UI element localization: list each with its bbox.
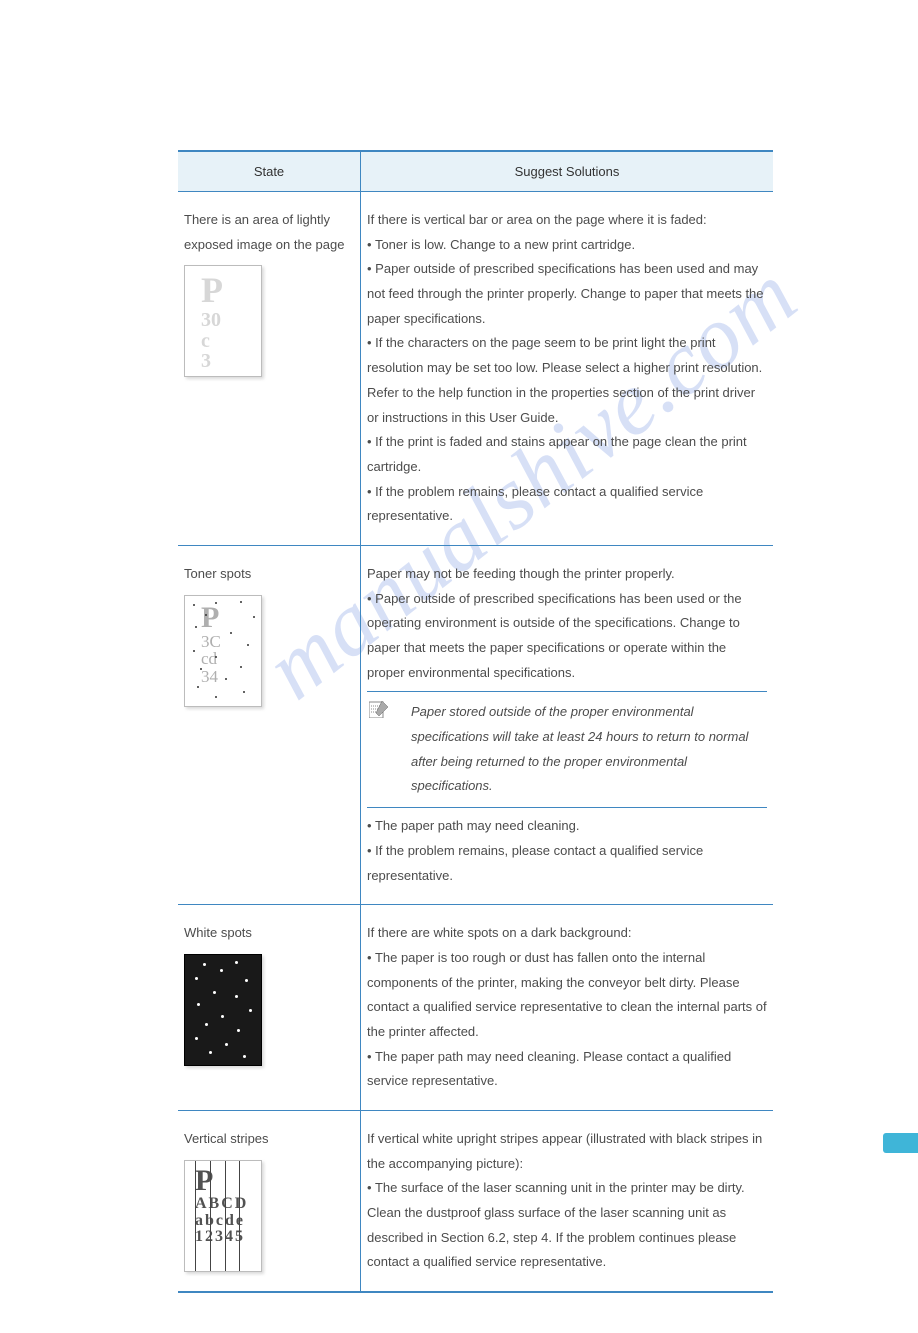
thumb-light-exposed: P30c3 <box>184 265 262 377</box>
state-title: There is an area of lightly exposed imag… <box>184 212 344 252</box>
thumb-vertical-stripes: PABCDabcde12345 <box>184 1160 262 1272</box>
table-row: Toner spots P3Ccd34 Paper may not be fee… <box>178 545 773 904</box>
page-content: State Suggest Solutions There is an area… <box>0 0 918 1333</box>
table-header-row: State Suggest Solutions <box>178 151 773 192</box>
state-title: White spots <box>184 925 252 940</box>
bullet: If the print is faded and stains appear … <box>367 434 747 474</box>
troubleshooting-table: State Suggest Solutions There is an area… <box>178 150 773 1293</box>
solution-cell: If there is vertical bar or area on the … <box>361 192 774 546</box>
bullet: If the characters on the page seem to be… <box>367 335 762 424</box>
note-icon <box>369 700 389 718</box>
bullet: The paper path may need cleaning. Please… <box>367 1049 731 1089</box>
thumb-white-spots <box>184 954 262 1066</box>
state-cell: Toner spots P3Ccd34 <box>178 545 361 904</box>
note-text: Paper stored outside of the proper envir… <box>411 704 748 793</box>
bullet: Paper outside of prescribed specificatio… <box>367 591 742 680</box>
solution-intro: Paper may not be feeding though the prin… <box>367 566 675 581</box>
state-cell: White spots <box>178 905 361 1111</box>
solution-cell: If there are white spots on a dark backg… <box>361 905 774 1111</box>
bullet: The surface of the laser scanning unit i… <box>367 1180 745 1269</box>
solution-intro: If there are white spots on a dark backg… <box>367 925 632 940</box>
solution-cell: If vertical white upright stripes appear… <box>361 1111 774 1293</box>
bullet: Toner is low. Change to a new print cart… <box>375 237 635 252</box>
bullet: Paper outside of prescribed specificatio… <box>367 261 764 325</box>
bullet: The paper path may need cleaning. <box>375 818 580 833</box>
solution-intro: If vertical white upright stripes appear… <box>367 1131 762 1171</box>
note-box: Paper stored outside of the proper envir… <box>367 691 767 808</box>
table-row: White spots If there are white spots on … <box>178 905 773 1111</box>
state-title: Vertical stripes <box>184 1131 269 1146</box>
bullet: If the problem remains, please contact a… <box>367 484 703 524</box>
bullet: The paper is too rough or dust has falle… <box>367 950 767 1039</box>
state-cell: Vertical stripes PABCDabcde12345 <box>178 1111 361 1293</box>
header-solutions: Suggest Solutions <box>361 151 774 192</box>
table-row: There is an area of lightly exposed imag… <box>178 192 773 546</box>
bullet: If the problem remains, please contact a… <box>367 843 703 883</box>
state-cell: There is an area of lightly exposed imag… <box>178 192 361 546</box>
solution-intro: If there is vertical bar or area on the … <box>367 212 707 227</box>
solution-cell: Paper may not be feeding though the prin… <box>361 545 774 904</box>
table-row: Vertical stripes PABCDabcde12345 If vert… <box>178 1111 773 1293</box>
state-title: Toner spots <box>184 566 251 581</box>
thumb-toner-spots: P3Ccd34 <box>184 595 262 707</box>
header-state: State <box>178 151 361 192</box>
